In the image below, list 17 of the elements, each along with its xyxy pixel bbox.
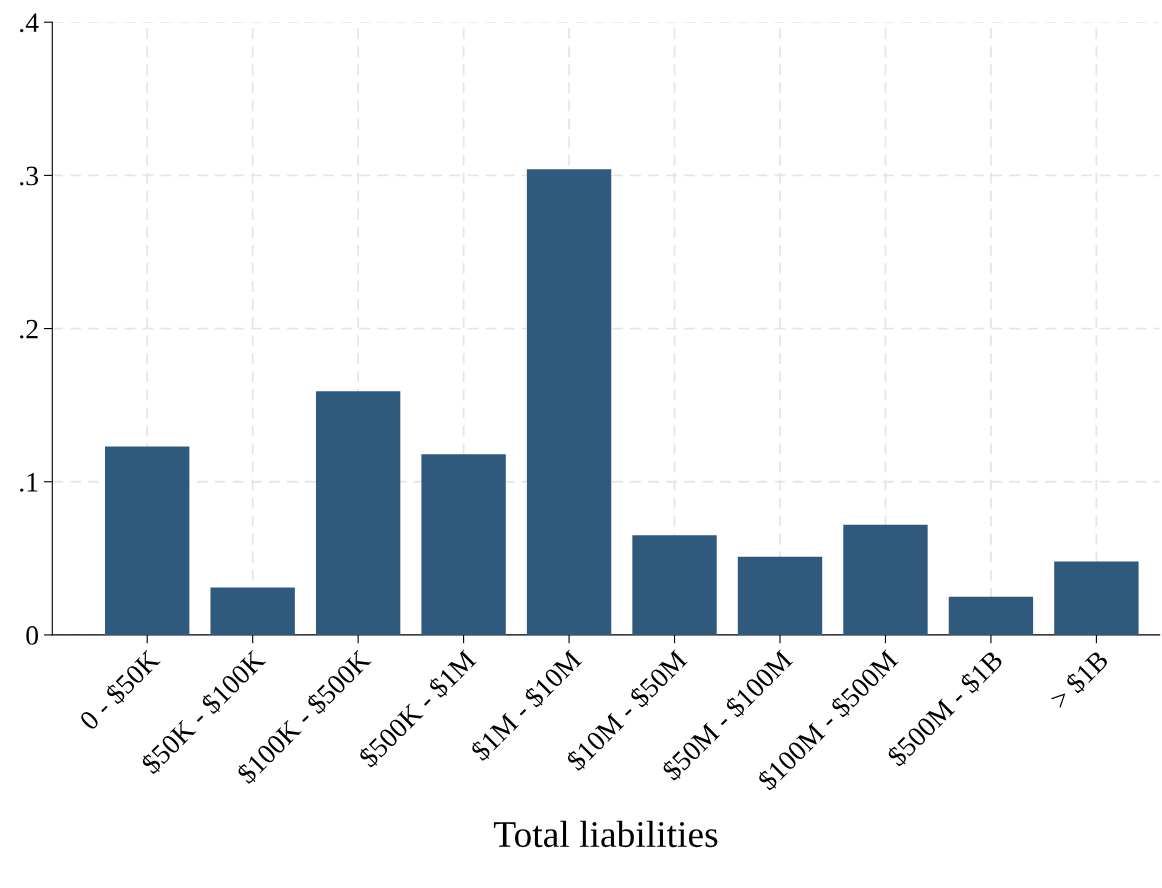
bar [632,535,717,635]
bar [948,596,1034,635]
bar [1054,561,1139,635]
y-tick-label: .1 [20,473,38,492]
bar [843,524,928,635]
bar [421,454,506,635]
y-tick-label: .2 [20,319,38,339]
y-tick-label: 0 [26,626,39,645]
x-axis-title: Total liabilities [493,820,718,848]
bar [210,587,295,635]
bar [105,446,190,635]
bar [737,556,823,635]
bar [315,391,401,635]
bar [526,169,612,635]
x-tick-label: > $1B [1048,648,1111,711]
y-tick-label: .4 [20,13,39,33]
y-tick-label: .3 [20,166,39,186]
